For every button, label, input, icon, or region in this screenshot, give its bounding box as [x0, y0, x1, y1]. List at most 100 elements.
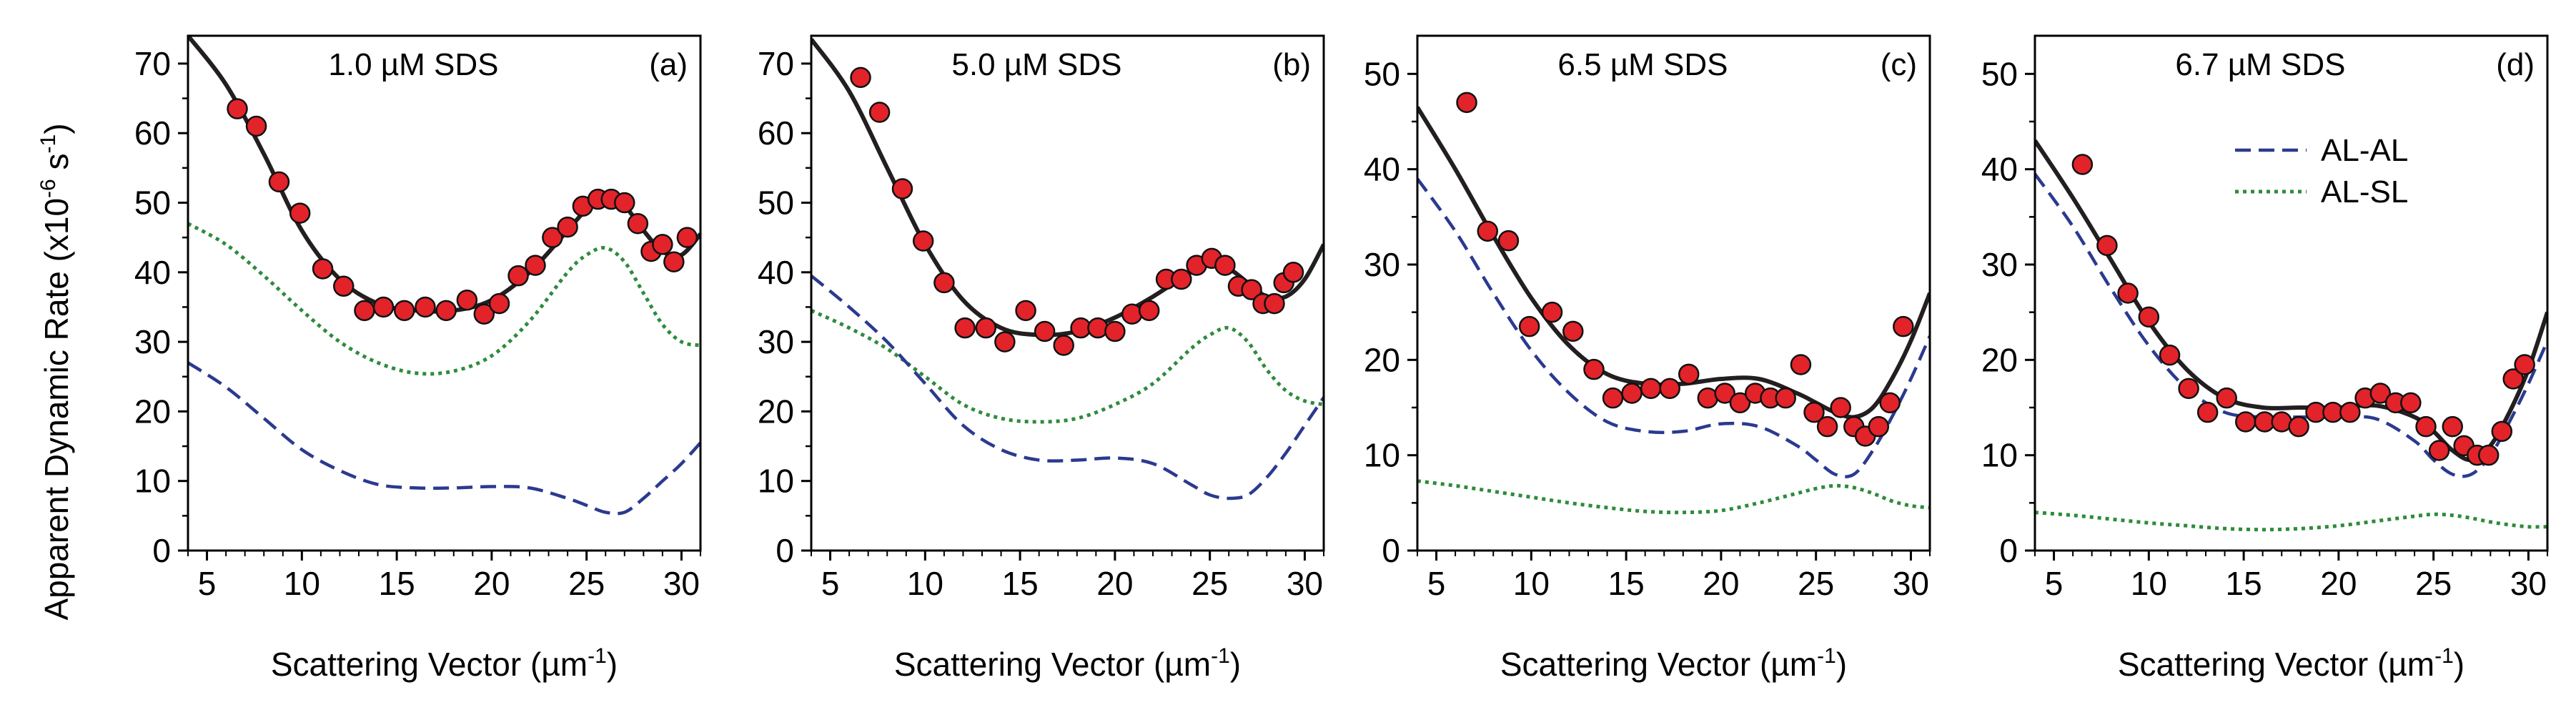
data-point: [435, 300, 457, 322]
y-tick-label: 70: [134, 45, 171, 82]
panel-tag: (d): [2496, 47, 2535, 82]
x-tick-label: 25: [2415, 565, 2452, 602]
data-point: [2339, 401, 2361, 423]
data-point: [994, 331, 1016, 352]
data-point: [2288, 415, 2309, 438]
panel-title: 6.7 µM SDS: [2175, 47, 2345, 82]
plot-frame: [187, 34, 702, 552]
al-al-curve: [188, 361, 700, 516]
x-axis-label: Scattering Vector (µm-1): [2118, 644, 2464, 683]
data-point: [1621, 383, 1643, 404]
data-point: [2196, 401, 2219, 423]
data-point: [507, 265, 529, 287]
plot-frame: [1416, 34, 1931, 552]
data-point: [2117, 282, 2139, 304]
data-point: [1104, 320, 1126, 342]
y-tick-label: 10: [758, 463, 794, 500]
x-axis-label: Scattering Vector (µm-1): [1500, 644, 1847, 683]
panel-b: 0 10 20 30 40 50 60 70 5 10 15 20 25 30 Scattering Vec…: [758, 34, 1325, 683]
data-point: [2235, 411, 2257, 433]
data-point: [1830, 397, 1851, 418]
data-point: [1015, 300, 1036, 322]
data-point: [954, 317, 976, 339]
x-tick-label: 5: [198, 565, 217, 602]
legend: AL-AL AL-SL: [2235, 133, 2408, 209]
x-axis-label-close: ): [1836, 646, 1847, 683]
data-point: [2502, 368, 2524, 390]
data-point: [1678, 363, 1700, 385]
x-tick-label: 10: [907, 565, 943, 602]
plot-frame: [2033, 34, 2549, 552]
x-tick-label: 20: [2320, 565, 2357, 602]
data-point: [868, 102, 891, 123]
data-point: [1087, 317, 1109, 339]
data-point: [627, 212, 649, 235]
data-point: [2071, 154, 2094, 175]
data-point: [2216, 387, 2237, 409]
plot-frame: [810, 34, 1325, 552]
x-axis-label-exp: -1: [588, 644, 607, 668]
data-point: [975, 317, 997, 339]
x-axis-label-close: ): [607, 646, 618, 683]
y-tick-label: 40: [1981, 151, 2018, 188]
data-point: [614, 192, 635, 214]
data-point: [1640, 378, 1662, 400]
panel-a: 0 10 20 30 40 50 60 70 5 10 15 20 25 30 Scattering Vec…: [134, 34, 702, 683]
legend-label-al-al: AL-AL: [2321, 133, 2408, 168]
panel-c: 0 10 20 30 40 50 5 10 15 20 25 30 Scattering Vector …: [1364, 34, 1931, 683]
x-tick-label: 10: [284, 565, 320, 602]
data-point: [488, 292, 510, 315]
y-tick-label: 30: [1364, 246, 1400, 283]
data-point: [1053, 335, 1074, 356]
data-point: [1602, 387, 1624, 409]
data-point: [1121, 303, 1143, 325]
x-tick-label: 30: [2510, 565, 2547, 602]
data-point: [1477, 220, 1499, 242]
data-point: [525, 255, 546, 276]
data-point: [891, 178, 913, 199]
y-tick-label: 20: [758, 393, 794, 430]
data-point: [415, 296, 436, 318]
al-al-curve: [811, 274, 1324, 500]
fit-curve: [2035, 139, 2547, 463]
y-tick-label: 60: [134, 114, 171, 152]
data-point: [1171, 268, 1192, 290]
data-point: [557, 216, 578, 238]
data-point: [333, 275, 355, 297]
data-point: [2178, 378, 2199, 400]
data-point: [1775, 387, 1796, 409]
y-tick-label: 0: [1999, 532, 2018, 569]
data-point: [1518, 315, 1540, 337]
y-axis-label-unit-exp: -1: [36, 134, 60, 154]
data-point: [676, 227, 698, 248]
data-point: [652, 234, 673, 255]
y-tick-label: 20: [1981, 341, 2018, 378]
x-axis-label-main: Scattering Vector (µm: [271, 646, 588, 683]
data-point: [1541, 301, 1563, 323]
data-point: [393, 300, 415, 322]
y-tick-label: 10: [134, 463, 171, 500]
y-tick-label: 70: [758, 45, 794, 82]
x-axis-label-main: Scattering Vector (µm: [894, 646, 1211, 683]
data-point: [1034, 320, 1056, 342]
y-tick-label: 50: [134, 184, 171, 222]
al-sl-curve: [811, 309, 1324, 424]
x-axis-label-close: ): [1230, 646, 1241, 683]
data-point: [1264, 292, 1285, 315]
x-tick-label: 10: [2131, 565, 2167, 602]
x-tick-label: 5: [821, 565, 840, 602]
y-tick-label: 0: [1382, 532, 1400, 569]
y-axis-label: Apparent Dynamic Rate (x10-6 s-1): [36, 123, 75, 620]
y-tick-label: 0: [152, 532, 171, 569]
y-tick-label: 0: [776, 532, 794, 569]
al-sl-curve: [2035, 511, 2547, 532]
x-tick-label: 30: [663, 565, 700, 602]
data-point: [1790, 354, 1812, 375]
x-tick-label: 25: [1798, 565, 1834, 602]
y-tick-label: 40: [134, 254, 171, 291]
fit-curve: [1417, 106, 1930, 420]
panel-tag: (b): [1272, 47, 1311, 82]
x-axis-label: Scattering Vector (µm-1): [271, 644, 618, 683]
al-sl-curve: [1417, 479, 1930, 515]
